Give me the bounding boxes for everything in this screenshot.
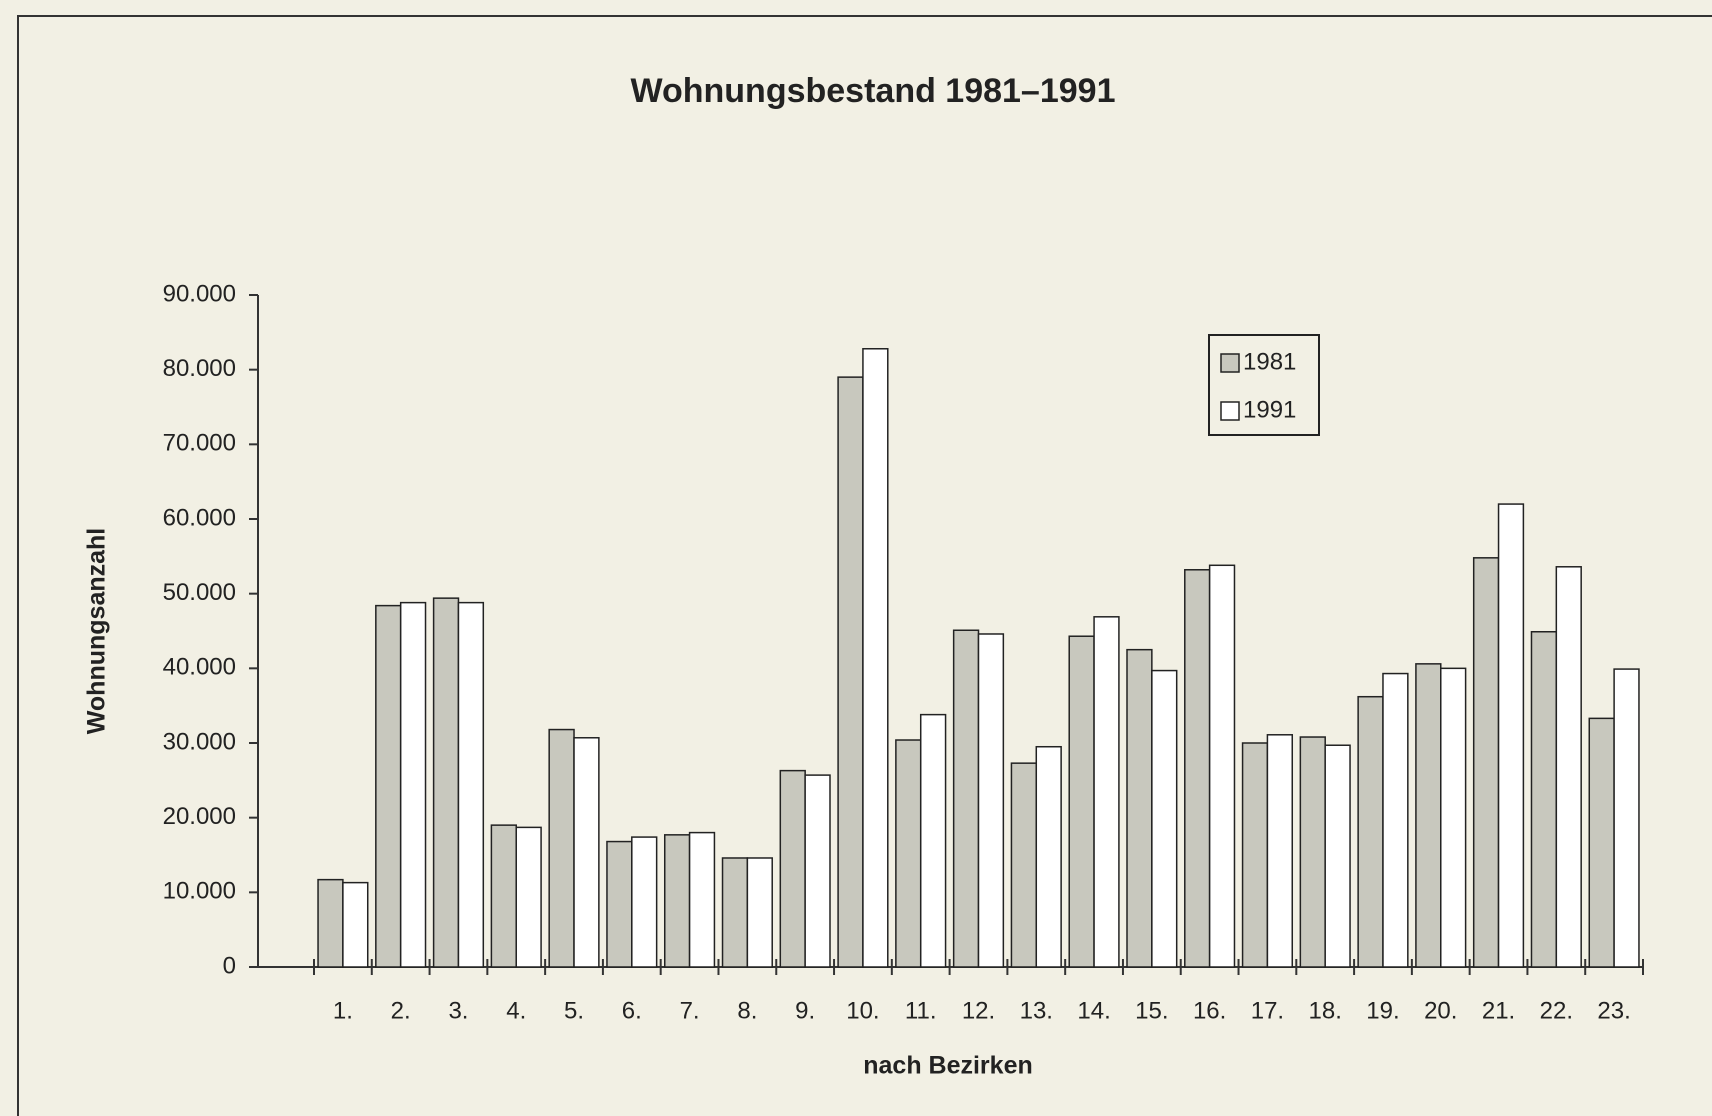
- bar: [1382, 672, 1409, 968]
- bar: [1497, 503, 1525, 968]
- bar: [1530, 630, 1558, 968]
- legend-label: 1981: [1243, 348, 1296, 375]
- bar: [490, 824, 517, 968]
- x-tick-label: 9.: [795, 997, 815, 1024]
- x-tick-label: 8.: [737, 997, 757, 1024]
- bar: [862, 348, 889, 968]
- bar: [1151, 669, 1178, 968]
- frame: [17, 15, 1712, 1116]
- bar: [515, 826, 542, 968]
- bar: [399, 601, 427, 968]
- x-tick-label: 18.: [1309, 997, 1342, 1024]
- bar: [663, 834, 691, 968]
- y-axis-label: Wohnungsanzahl: [83, 528, 111, 734]
- bar: [952, 629, 980, 968]
- x-tick-label: 4.: [506, 997, 526, 1024]
- bar: [919, 713, 947, 968]
- bar: [1324, 744, 1351, 968]
- bar: [804, 774, 831, 968]
- x-tick-label: 16.: [1193, 997, 1226, 1024]
- bar: [1440, 667, 1467, 968]
- y-tick-label: 90.000: [163, 280, 236, 307]
- chart-title: Wohnungsbestand 1981–1991: [631, 72, 1116, 110]
- bar: [317, 878, 344, 968]
- bar: [457, 601, 485, 968]
- legend-swatch: [1220, 353, 1240, 373]
- bar: [606, 840, 633, 968]
- bar: [1068, 635, 1095, 968]
- bar: [631, 836, 658, 968]
- bar: [548, 728, 575, 968]
- bar: [1241, 742, 1269, 968]
- bar: [573, 737, 600, 968]
- y-tick-label: 0: [223, 952, 236, 979]
- x-tick-label: 19.: [1366, 997, 1399, 1024]
- y-tick-label: 20.000: [163, 803, 236, 830]
- x-tick-label: 23.: [1597, 997, 1630, 1024]
- bar: [1357, 695, 1384, 968]
- y-tick-label: 70.000: [163, 430, 236, 457]
- x-tick-label: 17.: [1251, 997, 1284, 1024]
- bar: [746, 857, 773, 968]
- x-tick-label: 20.: [1424, 997, 1457, 1024]
- x-tick-label: 11.: [905, 997, 937, 1024]
- bar: [1126, 648, 1153, 968]
- x-tick-label: 3.: [448, 997, 468, 1024]
- bar: [1555, 566, 1582, 968]
- bar: [432, 597, 460, 968]
- bar: [1010, 762, 1038, 968]
- bar: [977, 633, 1005, 968]
- bar: [1035, 745, 1062, 968]
- bar: [779, 769, 806, 968]
- y-tick-label: 60.000: [163, 504, 236, 531]
- x-axis-label: nach Bezirken: [863, 1052, 1033, 1080]
- bar: [1472, 557, 1500, 968]
- bar: [1266, 734, 1294, 968]
- bar: [895, 739, 922, 968]
- bar: [342, 881, 369, 968]
- bar: [1588, 717, 1615, 968]
- y-tick-label: 30.000: [163, 728, 236, 755]
- x-tick-label: 14.: [1077, 997, 1110, 1024]
- y-tick-label: 80.000: [163, 355, 236, 382]
- bar: [837, 376, 864, 968]
- x-tick-label: 10.: [846, 997, 879, 1024]
- bar: [1208, 564, 1236, 968]
- legend-box: [1208, 334, 1320, 436]
- x-tick-label: 6.: [622, 997, 642, 1024]
- x-tick-label: 21.: [1482, 997, 1515, 1024]
- y-tick-label: 50.000: [163, 579, 236, 606]
- bar: [375, 604, 402, 968]
- y-tick-label: 40.000: [163, 654, 236, 681]
- bar: [1093, 616, 1120, 968]
- y-tick-label: 10.000: [163, 878, 236, 905]
- bar: [688, 831, 716, 968]
- x-tick-label: 2.: [391, 997, 411, 1024]
- bar: [1415, 663, 1442, 968]
- x-tick-label: 12.: [962, 997, 995, 1024]
- bar: [1184, 569, 1211, 968]
- x-tick-label: 13.: [1020, 997, 1053, 1024]
- x-tick-label: 1.: [333, 997, 353, 1024]
- x-tick-label: 5.: [564, 997, 584, 1024]
- x-tick-label: 7.: [680, 997, 700, 1024]
- bar: [1299, 736, 1326, 968]
- legend-label: 1991: [1243, 396, 1296, 423]
- x-tick-label: 22.: [1540, 997, 1573, 1024]
- bar: [721, 857, 749, 968]
- legend-swatch: [1220, 401, 1240, 421]
- x-tick-label: 15.: [1135, 997, 1168, 1024]
- bar: [1613, 668, 1640, 968]
